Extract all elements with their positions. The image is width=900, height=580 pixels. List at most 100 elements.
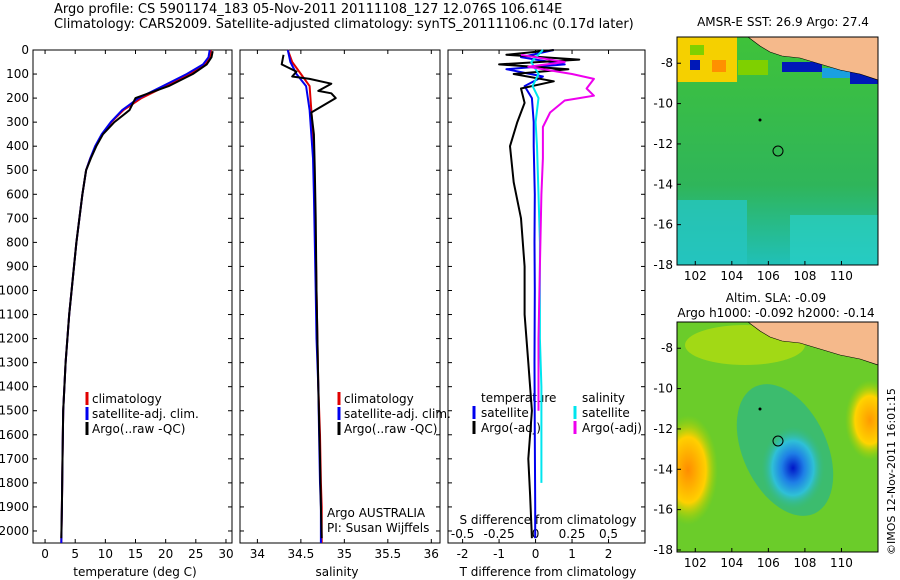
- x-tick-label: 34: [250, 547, 265, 561]
- y-tick-label: 1400: [0, 380, 29, 394]
- legend-label-satellite: satellite-adj. clim.: [92, 407, 199, 421]
- sst-map-ticks: 102 104 106 108 110 -8 -10 -12 -14 -16 -18: [653, 56, 853, 283]
- x2-tick-label: 0.5: [599, 527, 618, 541]
- x-tick-label: 20: [158, 547, 173, 561]
- map-y-tick-label: -18: [653, 543, 673, 557]
- sla-eddy: [761, 426, 825, 510]
- salinity-xlabel: salinity: [315, 565, 358, 579]
- x2-tick-label: 0.25: [559, 527, 586, 541]
- salinity-legend: climatology satellite-adj. clim. Argo(..…: [327, 392, 451, 535]
- sst-patch: [690, 45, 704, 55]
- legend-label-climatology: climatology: [92, 392, 162, 406]
- map-y-tick-label: -16: [653, 503, 673, 517]
- map-y-tick-label: -14: [653, 462, 673, 476]
- temperature-legend: climatology satellite-adj. clim. Argo(..…: [85, 392, 199, 436]
- profile-series: [60, 49, 595, 544]
- sst-map: 102 104 106 108 110 -8 -10 -12 -14 -16 -18: [653, 36, 879, 283]
- series-line-argo: [280, 54, 337, 539]
- legend-label-argo: Argo(..raw -QC): [344, 422, 437, 436]
- temperature-axes: 0100200300400500600700800900100011001200…: [0, 43, 234, 561]
- series-line-argo_salinity: [520, 53, 595, 411]
- sla-map-ticks: 102 104 106 108 110 -8 -10 -12 -14 -16 -18: [653, 341, 853, 570]
- sst-patch: [677, 200, 747, 265]
- legend-label-satellite: satellite-adj. clim.: [344, 407, 451, 421]
- legend-label-sal-argo: Argo(-adj): [582, 421, 642, 435]
- difference-axes: -2 -1 0 1 2-0.5 -0.25 0 0.25 0.5: [448, 49, 645, 561]
- y-tick-label: 300: [6, 115, 29, 129]
- map-y-tick-label: -16: [653, 218, 673, 232]
- y-tick-label: 0: [21, 43, 29, 57]
- y-tick-label: 200: [6, 91, 29, 105]
- map-x-tick-label: 104: [720, 556, 743, 570]
- x-tick-label: 1: [568, 547, 576, 561]
- sla-high-left: [677, 415, 718, 525]
- x-tick-label: -2: [457, 547, 469, 561]
- map-x-tick-label: 104: [720, 269, 743, 283]
- y-tick-label: 900: [6, 259, 29, 273]
- difference-xlabel2: S difference from climatology: [460, 513, 637, 527]
- map-x-tick-label: 106: [757, 556, 780, 570]
- y-tick-label: 1300: [0, 356, 29, 370]
- sst-patch: [712, 60, 726, 72]
- sst-patch: [738, 60, 768, 75]
- header-line-2: Climatology: CARS2009. Satellite-adjuste…: [54, 17, 634, 32]
- x-tick-label: 10: [98, 547, 113, 561]
- temperature-xlabel: temperature (deg C): [73, 565, 196, 579]
- x-tick-label: 36: [424, 547, 439, 561]
- legend-label-temp-satellite: satellite: [481, 406, 529, 420]
- java-landmass: [747, 322, 878, 366]
- sla-map: 102 104 106 108 110 -8 -10 -12 -14 -16 -18: [653, 321, 879, 570]
- legend-label-temp-argo: Argo(-adj): [481, 421, 541, 435]
- series-line-argo: [498, 49, 581, 539]
- series-line-sat_salinity: [530, 49, 544, 483]
- x2-tick-label: -0.5: [451, 527, 474, 541]
- x-tick-label: 0: [41, 547, 49, 561]
- island-dot: [758, 118, 762, 122]
- sst-map-title: AMSR-E SST: 26.9 Argo: 27.4: [697, 15, 869, 29]
- argo-position-marker: [772, 145, 784, 157]
- legend-label-climatology: climatology: [344, 392, 414, 406]
- y-tick-label: 1600: [0, 428, 29, 442]
- y-tick-label: 1200: [0, 332, 29, 346]
- imos-stamp: ©IMOS 12-Nov-2011 16:01:15: [885, 388, 898, 555]
- x-tick-label: 30: [218, 547, 233, 561]
- sst-patch: [677, 37, 737, 82]
- x-tick-label: -1: [493, 547, 505, 561]
- y-tick-label: 100: [6, 67, 29, 81]
- x-tick-label: 25: [188, 547, 203, 561]
- series-line-satellite: [60, 49, 211, 544]
- legend-label-argo: Argo(..raw -QC): [92, 422, 185, 436]
- map-y-tick-label: -18: [653, 258, 673, 272]
- x-tick-label: 15: [128, 547, 143, 561]
- sst-patch: [690, 60, 700, 70]
- map-x-tick-label: 106: [757, 269, 780, 283]
- legend-title-salinity: salinity: [582, 391, 625, 405]
- map-x-tick-label: 108: [793, 269, 816, 283]
- salinity-axes: 34 34.5 35 35.5 36: [240, 49, 440, 561]
- temperature-panel-frame: [32, 49, 233, 544]
- y-tick-label: 500: [6, 163, 29, 177]
- map-x-tick-label: 102: [684, 269, 707, 283]
- legend-title-temperature: temperature: [481, 391, 556, 405]
- map-x-tick-label: 108: [793, 556, 816, 570]
- legend-label-sal-satellite: satellite: [582, 406, 630, 420]
- y-tick-label: 1900: [0, 500, 29, 514]
- x-tick-label: 5: [71, 547, 79, 561]
- map-y-tick-label: -10: [653, 97, 673, 111]
- x-tick-label: 35: [337, 547, 352, 561]
- y-tick-label: 1100: [0, 308, 29, 322]
- map-y-tick-label: -12: [653, 137, 673, 151]
- map-y-tick-label: -8: [661, 56, 673, 70]
- x-tick-label: 34.5: [288, 547, 315, 561]
- sla-map-title-2: Argo h1000: -0.092 h2000: -0.14: [677, 306, 874, 320]
- pi-label: PI: Susan Wijffels: [327, 521, 429, 535]
- map-y-tick-label: -14: [653, 177, 673, 191]
- y-tick-label: 600: [6, 187, 29, 201]
- sla-map-title-1: Altim. SLA: -0.09: [726, 291, 826, 305]
- series-line-argo: [60, 51, 214, 539]
- float-program-label: Argo AUSTRALIA: [327, 506, 426, 520]
- y-tick-label: 1500: [0, 404, 29, 418]
- y-tick-label: 800: [6, 235, 29, 249]
- header-line-1: Argo profile: CS 5901174_183 05-Nov-2011…: [54, 2, 563, 17]
